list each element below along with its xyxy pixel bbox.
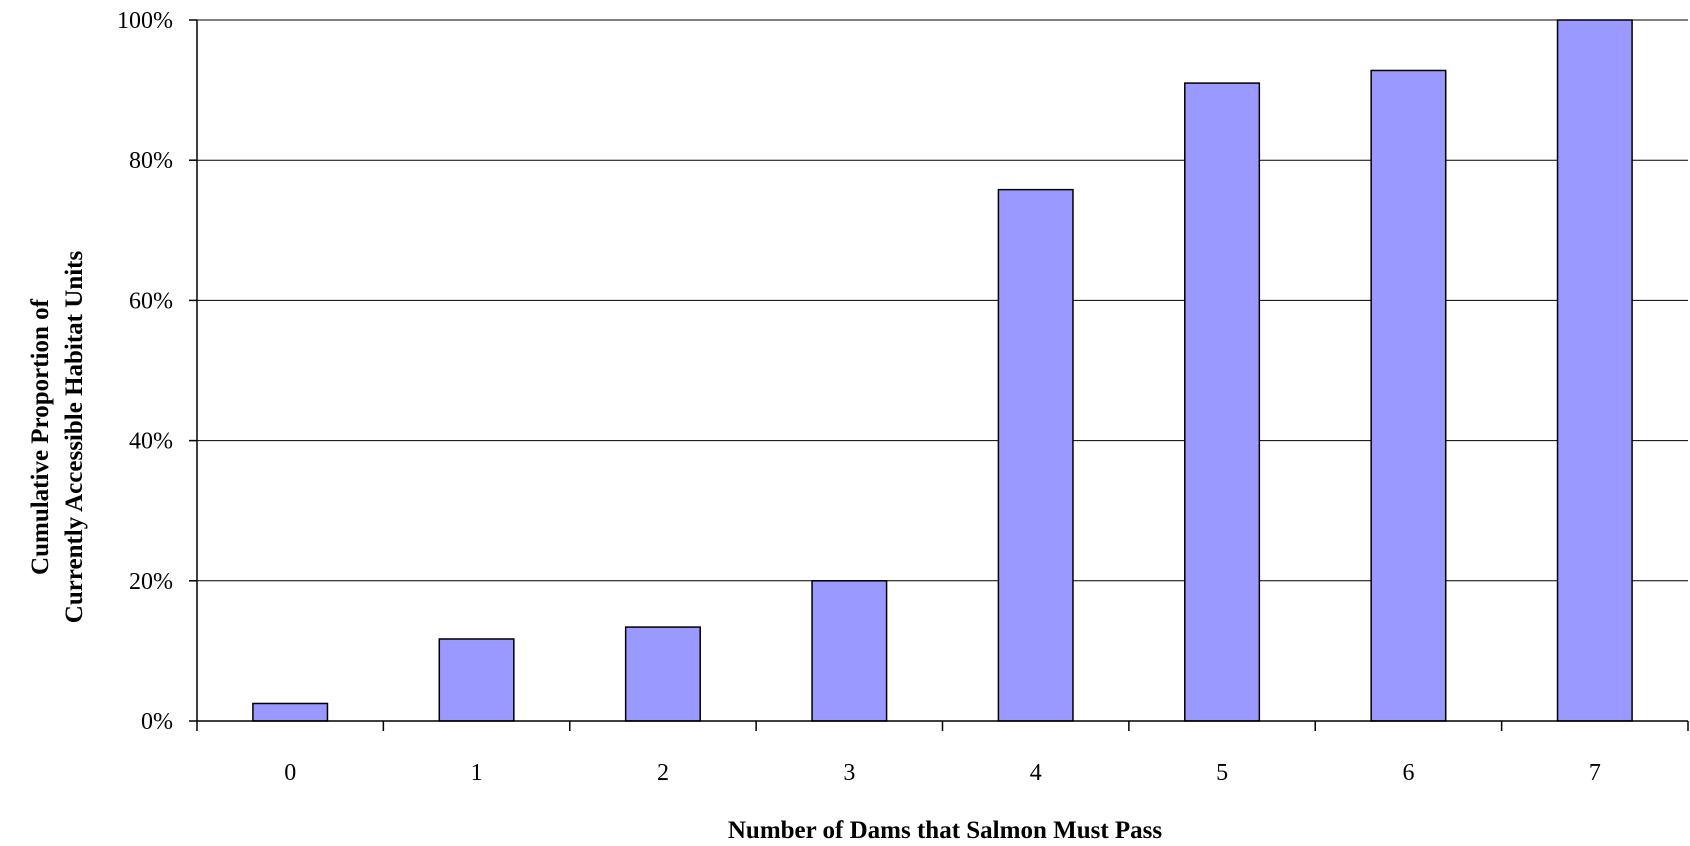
x-tick-label: 2 <box>657 760 669 786</box>
bar <box>1184 82 1261 722</box>
x-tick-label: 0 <box>284 760 296 786</box>
x-tick-label: 4 <box>1030 760 1042 786</box>
bars <box>252 19 1633 722</box>
bar <box>811 580 888 722</box>
x-tick-label: 6 <box>1402 760 1414 786</box>
y-axis-title: Cumulative Proportion of Currently Acces… <box>27 251 88 624</box>
x-axis-title: Number of Dams that Salmon Must Pass <box>728 817 1163 844</box>
y-tick-label: 100% <box>117 8 173 34</box>
x-tick-label: 7 <box>1589 760 1601 786</box>
x-tick-labels: 0 1 2 3 4 5 6 7 <box>284 760 1601 786</box>
y-tick-label: 80% <box>129 148 173 174</box>
y-tick-labels: 0% 20% 40% 60% 80% 100% <box>117 8 173 735</box>
gridlines <box>197 19 1688 582</box>
axes <box>189 19 1689 731</box>
x-tick-label: 5 <box>1216 760 1228 786</box>
y-axis-title-line-2: Currently Accessible Habitat Units <box>61 251 88 624</box>
bar <box>997 188 1074 722</box>
bar <box>438 638 515 722</box>
y-tick-label: 0% <box>141 709 173 735</box>
y-tick-label: 40% <box>129 429 173 455</box>
x-tick-label: 1 <box>471 760 483 786</box>
bar <box>624 626 701 722</box>
bar <box>1370 69 1447 722</box>
bar <box>1556 19 1633 722</box>
y-axis-title-line-1: Cumulative Proportion of <box>27 298 54 575</box>
x-tick-label: 3 <box>843 760 855 786</box>
bar <box>252 702 329 722</box>
y-tick-label: 60% <box>129 288 173 314</box>
y-tick-label: 20% <box>129 569 173 595</box>
